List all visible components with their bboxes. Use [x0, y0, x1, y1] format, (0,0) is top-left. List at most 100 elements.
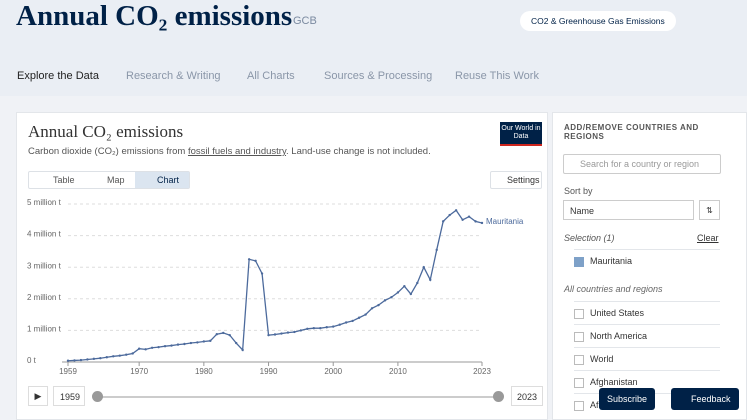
- y-tick-label: 4 million t: [27, 230, 62, 239]
- point: [377, 303, 380, 307]
- point: [312, 326, 316, 330]
- point: [150, 346, 154, 349]
- point: [241, 348, 244, 352]
- start-year[interactable]: 1959: [53, 386, 85, 406]
- checkbox[interactable]: [574, 332, 584, 342]
- tab[interactable]: Table: [53, 175, 75, 185]
- tab[interactable]: Chart: [157, 175, 180, 185]
- y-tick-label: 1 million t: [27, 325, 62, 334]
- point: [454, 209, 458, 212]
- point: [338, 323, 341, 326]
- point: [422, 266, 425, 269]
- point: [234, 341, 238, 345]
- point: [170, 344, 173, 347]
- point: [92, 357, 96, 361]
- point: [247, 258, 251, 261]
- checkbox[interactable]: [574, 257, 584, 267]
- sort-select[interactable]: Name: [563, 200, 694, 220]
- point: [416, 281, 419, 285]
- entity-name: United States: [590, 308, 645, 318]
- point: [254, 259, 257, 263]
- x-tick-label: 1990: [260, 367, 278, 376]
- settings-button[interactable]: Settings: [490, 171, 542, 189]
- point: [118, 354, 121, 357]
- search-box[interactable]: Search for a country or region: [563, 154, 721, 174]
- point: [228, 333, 231, 337]
- end-year[interactable]: 2023: [511, 386, 543, 406]
- x-tick-label: 2023: [473, 367, 491, 376]
- point: [131, 352, 134, 355]
- feedback-button[interactable]: Feedback: [671, 388, 739, 410]
- point: [280, 332, 283, 335]
- entity-name: North America: [590, 331, 648, 341]
- point: [125, 353, 128, 356]
- nav-tab[interactable]: Reuse This Work: [455, 70, 539, 82]
- page-title: Annual CO₂ emissions: [16, 0, 293, 32]
- point: [370, 307, 374, 310]
- slider-handle[interactable]: [493, 391, 504, 402]
- entity-row[interactable]: Afghanistan: [574, 370, 720, 393]
- point: [299, 329, 303, 332]
- checkbox[interactable]: [574, 378, 584, 388]
- point: [319, 326, 322, 330]
- point: [390, 296, 393, 299]
- tab[interactable]: Map: [107, 175, 125, 185]
- point: [325, 326, 328, 329]
- entity-row[interactable]: Mauritania: [574, 249, 720, 272]
- nav-tab[interactable]: All Charts: [247, 70, 295, 82]
- chart: 0 t 1 million t 2 million t 3 million t 4 mi…: [27, 198, 524, 376]
- x-tick-label: 1970: [130, 367, 148, 376]
- point: [332, 325, 335, 328]
- sort-order[interactable]: ⇅: [699, 200, 720, 220]
- point: [157, 345, 160, 349]
- point: [383, 299, 387, 302]
- subscribe-button[interactable]: Subscribe: [599, 388, 656, 410]
- point: [66, 359, 70, 362]
- point: [351, 319, 354, 323]
- point: [429, 278, 432, 282]
- x-tick-label: 2010: [389, 367, 407, 376]
- sort-label: Sort by: [564, 186, 593, 196]
- entity-row[interactable]: North America: [574, 324, 720, 347]
- point: [137, 347, 141, 350]
- point: [403, 284, 406, 288]
- chart-subtitle: Carbon dioxide (CO₂) emissions from foss…: [28, 146, 431, 157]
- point: [448, 213, 451, 217]
- link[interactable]: fossil fuels and industry: [187, 146, 287, 157]
- point: [105, 356, 109, 359]
- play-button[interactable]: ▶: [28, 386, 48, 406]
- point: [293, 330, 296, 334]
- clear-button[interactable]: Clear: [697, 233, 719, 243]
- entity-name: Mauritania: [590, 256, 633, 266]
- point: [441, 220, 445, 223]
- point: [144, 348, 147, 351]
- entity-row[interactable]: World: [574, 347, 720, 370]
- point: [344, 321, 348, 324]
- point: [461, 218, 464, 221]
- source: GCB: [293, 15, 317, 27]
- checkbox[interactable]: [574, 401, 584, 411]
- nav-tab[interactable]: Explore the Data: [17, 70, 99, 82]
- selection-label: Selection (1): [564, 233, 615, 243]
- point: [267, 333, 270, 337]
- point: [474, 220, 477, 223]
- logo[interactable]: Our World in Data: [500, 122, 542, 146]
- point: [183, 342, 186, 346]
- entity-row[interactable]: United States: [574, 301, 720, 324]
- point: [286, 331, 290, 334]
- point: [209, 339, 212, 343]
- point: [215, 332, 218, 336]
- topic-button[interactable]: CO2 & Greenhouse Gas Emissions: [520, 11, 676, 31]
- point: [99, 357, 102, 360]
- checkbox[interactable]: [574, 309, 584, 319]
- point: [79, 358, 83, 362]
- point: [86, 358, 89, 361]
- nav-tab[interactable]: Research & Writing: [126, 70, 221, 82]
- slider-track: [97, 396, 499, 398]
- slider-handle[interactable]: [92, 391, 103, 402]
- point: [435, 248, 438, 252]
- checkbox[interactable]: [574, 355, 584, 365]
- chart-title: Annual CO₂ emissions: [28, 122, 184, 141]
- nav-tab[interactable]: Sources & Processing: [324, 70, 433, 82]
